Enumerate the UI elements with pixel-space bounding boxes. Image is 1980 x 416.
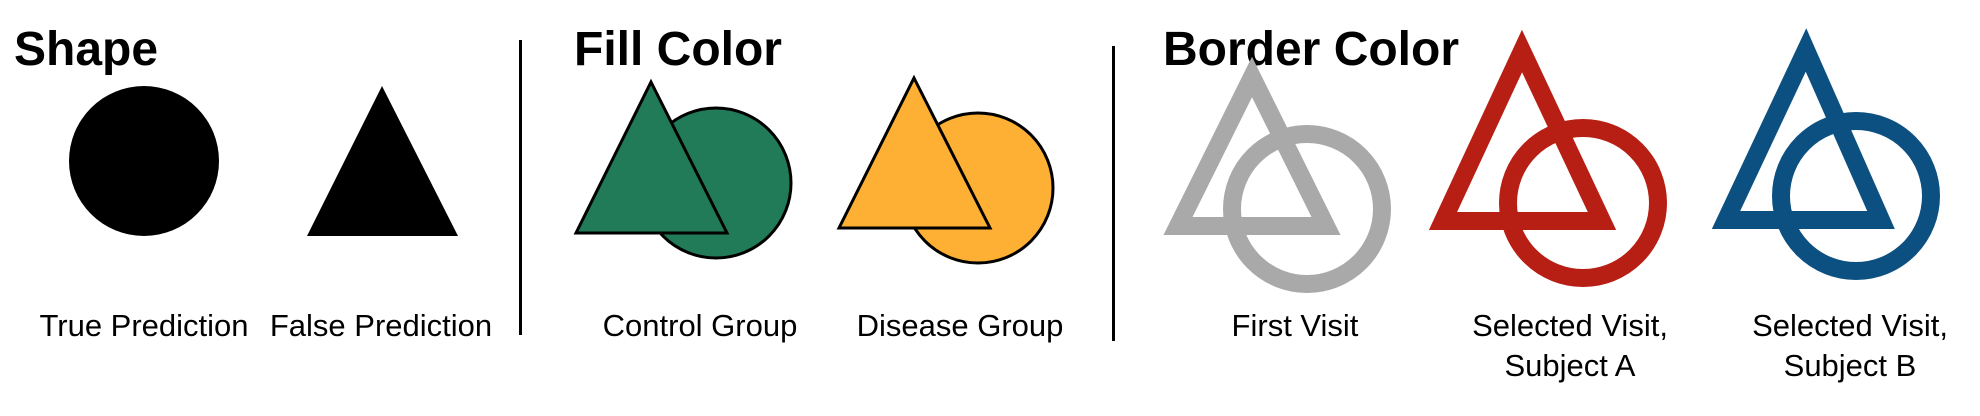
triangle-icon [307,86,458,236]
label-control-group: Control Group [602,308,798,343]
subject-a-icon [1428,29,1667,287]
label-true-prediction: True Prediction [39,308,249,343]
control-group-icon [573,78,793,260]
label-subject-b-line1: Selected Visit, [1752,308,1948,343]
label-disease-group: Disease Group [856,308,1064,343]
disease-group-icon [836,74,1055,265]
border-color-heading: Border Color [1163,23,1460,76]
label-subject-b-line2: Subject B [1783,348,1917,383]
circle-icon [69,86,219,236]
label-false-prediction: False Prediction [269,308,493,343]
label-subject-a-line2: Subject A [1504,348,1636,383]
subject-b-icon [1711,28,1940,280]
divider-1 [519,40,522,335]
first-visit-icon [1163,56,1391,293]
shape-heading: Shape [14,23,159,76]
fill-color-heading: Fill Color [574,23,782,76]
divider-2 [1112,46,1115,341]
label-first-visit: First Visit [1231,308,1359,343]
label-subject-a-line1: Selected Visit, [1472,308,1668,343]
